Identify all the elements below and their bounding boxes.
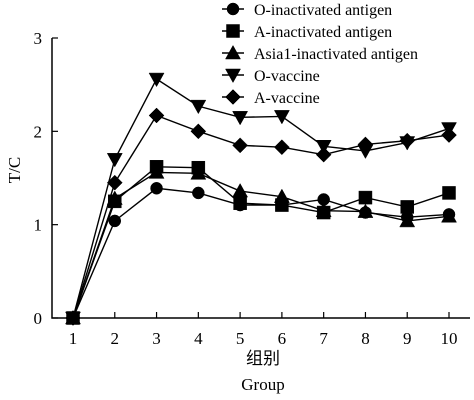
data-point <box>106 190 123 205</box>
series-line <box>72 166 450 319</box>
series-diamond <box>65 107 457 326</box>
x-tick-label: 9 <box>403 329 412 348</box>
data-point <box>106 153 123 168</box>
series-square <box>66 160 456 325</box>
series-line <box>72 187 450 319</box>
legend-label: A-inactivated antigen <box>254 24 392 41</box>
y-tick-label: 3 <box>34 29 43 48</box>
data-point <box>190 99 207 115</box>
series-triangle-up <box>65 164 457 325</box>
data-point <box>148 107 165 124</box>
legend-label: Asia1-inactivated antigen <box>254 46 418 63</box>
data-point <box>150 182 163 195</box>
x-tick-label: 2 <box>111 329 120 348</box>
y-tick-label: 2 <box>34 122 43 141</box>
data-point <box>274 139 290 156</box>
legend-entry: O-inactivated antigen <box>222 2 392 19</box>
data-point <box>441 127 457 143</box>
data-point <box>106 174 123 191</box>
data-point <box>273 188 290 203</box>
data-point <box>399 212 416 228</box>
data-point <box>442 186 456 200</box>
series-line <box>72 78 450 319</box>
data-point <box>357 136 374 153</box>
data-point <box>232 111 249 126</box>
series-group <box>65 72 457 327</box>
data-point <box>192 186 205 200</box>
data-point <box>400 200 414 214</box>
data-point <box>233 196 247 210</box>
legend-marker <box>225 68 241 84</box>
y-axis-title: T/C <box>5 157 24 183</box>
data-point <box>358 190 373 205</box>
data-point <box>108 214 122 228</box>
legend-entry: Asia1-inactivated antigen <box>222 44 418 63</box>
data-point <box>315 202 332 217</box>
legend: O-inactivated antigen A-inactivated antig… <box>222 2 418 107</box>
legend-entry: A-inactivated antigen <box>222 24 392 41</box>
series-line <box>72 114 450 319</box>
legend-marker <box>226 2 240 16</box>
data-point <box>273 110 290 125</box>
axes: 0 1 2 3 1 2 3 4 5 6 7 8 9 10 <box>34 29 470 348</box>
legend-entry: O-vaccine <box>222 68 320 85</box>
legend-label: O-inactivated antigen <box>254 2 392 19</box>
x-tick-label: 3 <box>152 329 161 348</box>
data-point <box>148 72 165 88</box>
data-point <box>232 137 248 154</box>
x-tick-label: 1 <box>69 329 78 348</box>
legend-marker <box>226 24 240 38</box>
legend-label: O-vaccine <box>254 68 320 85</box>
legend-label: A-vaccine <box>254 90 320 107</box>
x-tick-label: 5 <box>236 329 245 348</box>
series-triangle-down <box>65 72 457 327</box>
x-axis-title-english: Group <box>241 375 284 394</box>
data-point <box>315 146 332 163</box>
series-line <box>72 171 450 319</box>
y-tick-label: 1 <box>34 216 43 235</box>
data-point <box>399 132 416 149</box>
x-tick-label: 4 <box>194 329 203 348</box>
data-point <box>441 208 457 223</box>
x-tick-label: 7 <box>319 329 328 348</box>
x-tick-label: 10 <box>441 329 458 348</box>
legend-marker <box>225 89 241 105</box>
x-tick-label: 8 <box>361 329 370 348</box>
x-axis-title-chinese: 组别 <box>246 349 280 368</box>
legend-entry: A-vaccine <box>222 89 320 107</box>
legend-marker <box>225 44 241 60</box>
x-tick-label: 6 <box>278 329 287 348</box>
data-point <box>190 165 207 180</box>
data-point <box>232 183 249 198</box>
data-point <box>148 164 165 179</box>
data-point <box>65 310 81 326</box>
y-tick-label: 0 <box>34 309 43 328</box>
data-point <box>357 203 374 218</box>
data-point <box>190 123 207 140</box>
